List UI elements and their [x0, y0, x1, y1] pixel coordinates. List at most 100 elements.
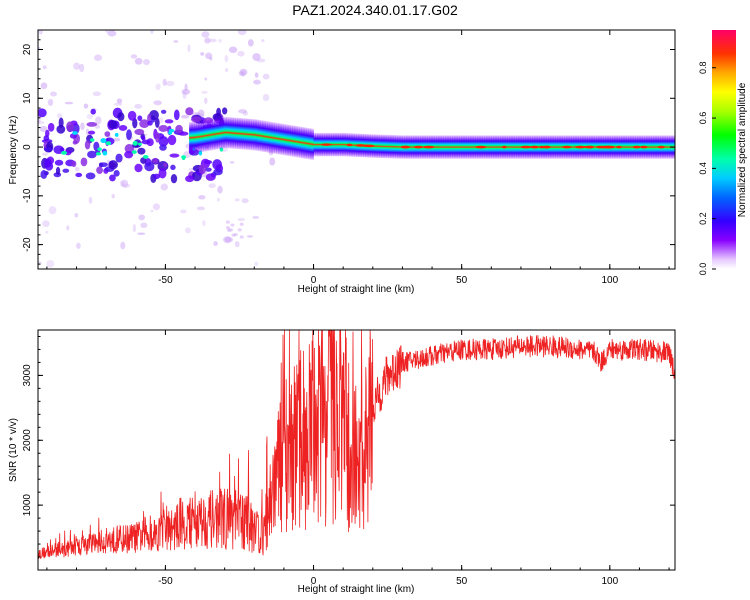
spectral-blob	[44, 147, 53, 152]
ridge-segment	[373, 134, 377, 158]
ridge-segment	[237, 117, 240, 150]
ridge-segment	[190, 122, 194, 154]
spectral-speckle	[155, 83, 161, 91]
spectral-blob	[40, 170, 48, 179]
spectral-speckle	[42, 220, 50, 228]
spectral-speckle	[234, 241, 240, 248]
ridge-peak	[413, 145, 424, 149]
spectral-blob	[84, 140, 91, 150]
spectral-speckle	[202, 220, 206, 227]
spectral-blob	[59, 147, 65, 152]
ridge-segment	[391, 135, 394, 159]
ridge-peak	[530, 145, 540, 149]
spectral-speckle	[184, 83, 188, 91]
spectral-speckle	[180, 209, 187, 214]
spectral-blob	[185, 107, 194, 116]
ridge-segment	[621, 135, 624, 159]
ridge-segment	[377, 134, 380, 158]
spectral-blob	[108, 160, 118, 170]
spectral-blob	[163, 162, 168, 168]
x-tick-label: 0	[311, 576, 317, 587]
spectral-speckle	[201, 31, 210, 38]
ridge-segment	[212, 118, 215, 151]
ridge-segment	[309, 128, 313, 160]
spectral-blob	[47, 122, 55, 132]
ridge-segment	[457, 135, 460, 159]
spectral-blob	[154, 117, 160, 128]
spectral-speckle	[233, 232, 238, 237]
spectral-speckle	[150, 209, 154, 213]
ridge-segment	[270, 121, 274, 154]
ridge-segment	[624, 135, 627, 159]
spectral-blob	[113, 170, 120, 177]
spectral-speckle	[134, 57, 143, 65]
ridge-segment	[471, 135, 474, 159]
y-tick-label: 3000	[22, 364, 33, 387]
spectral-blob	[132, 118, 138, 129]
spectral-speckle	[261, 39, 265, 43]
ridge-segment	[297, 126, 300, 158]
spectral-speckle	[181, 88, 191, 95]
ridge-segment	[647, 135, 650, 159]
spectral-speckle	[181, 114, 189, 119]
ridge-segment	[494, 135, 498, 159]
spectral-speckle	[254, 72, 259, 78]
ridge-segment	[281, 123, 284, 155]
spectral-speckle	[111, 193, 115, 199]
ridge-segment	[461, 135, 464, 159]
spectral-blob	[124, 150, 134, 159]
spectral-peak	[89, 138, 95, 142]
spectral-speckle	[66, 225, 70, 231]
ridge-peak	[520, 145, 532, 149]
spectral-speckle	[254, 261, 259, 267]
ridge-segment	[263, 120, 266, 153]
ridge-segment	[258, 119, 261, 152]
spectral-blob	[53, 145, 64, 155]
spectral-speckle	[224, 236, 233, 243]
ridge-segment	[462, 135, 466, 159]
ridge-segment	[651, 135, 654, 159]
ridge-segment	[450, 135, 453, 159]
spectral-blob	[141, 135, 146, 141]
spectral-speckle	[241, 70, 246, 77]
spectral-speckle	[200, 52, 205, 56]
spectral-speckle	[237, 228, 242, 232]
ridge-segment	[203, 120, 206, 152]
ridge-segment	[295, 126, 298, 158]
spectral-speckle	[134, 103, 142, 109]
spectral-peak	[131, 150, 137, 154]
spectral-blob	[175, 124, 183, 134]
spectral-speckle	[41, 152, 49, 156]
ridge-segment	[331, 132, 334, 157]
ridge-segment	[441, 135, 444, 159]
ridge-segment	[260, 120, 263, 152]
spectral-blob	[75, 172, 83, 178]
spectral-speckle	[153, 100, 163, 106]
ridge-segment	[395, 135, 398, 159]
ridge-segment	[274, 122, 277, 154]
spectral-speckle	[198, 195, 206, 200]
ridge-segment	[336, 132, 339, 157]
ridge-segment	[265, 121, 268, 153]
ridge-segment	[219, 117, 222, 149]
ridge-segment	[235, 117, 238, 149]
spectral-blob	[170, 164, 176, 171]
spectral-blob	[96, 166, 103, 175]
spectral-blob	[87, 130, 96, 135]
ridge-segment	[277, 123, 281, 155]
spectral-speckle	[228, 228, 233, 232]
ridge-segment	[469, 135, 473, 159]
y-tick-label: 0	[22, 144, 33, 150]
ridge-segment	[558, 135, 562, 159]
ridge-segment	[338, 132, 341, 157]
spectral-speckle	[208, 183, 216, 189]
spectral-speckle	[253, 79, 261, 85]
spectral-blob	[99, 162, 108, 167]
ridge-segment	[240, 118, 243, 150]
spectral-blob	[134, 163, 143, 173]
spectral-speckle	[74, 166, 80, 172]
spectral-speckle	[217, 185, 223, 194]
ridge-segment	[244, 118, 247, 150]
ridge-segment	[215, 118, 218, 150]
spectral-blob	[213, 168, 223, 176]
